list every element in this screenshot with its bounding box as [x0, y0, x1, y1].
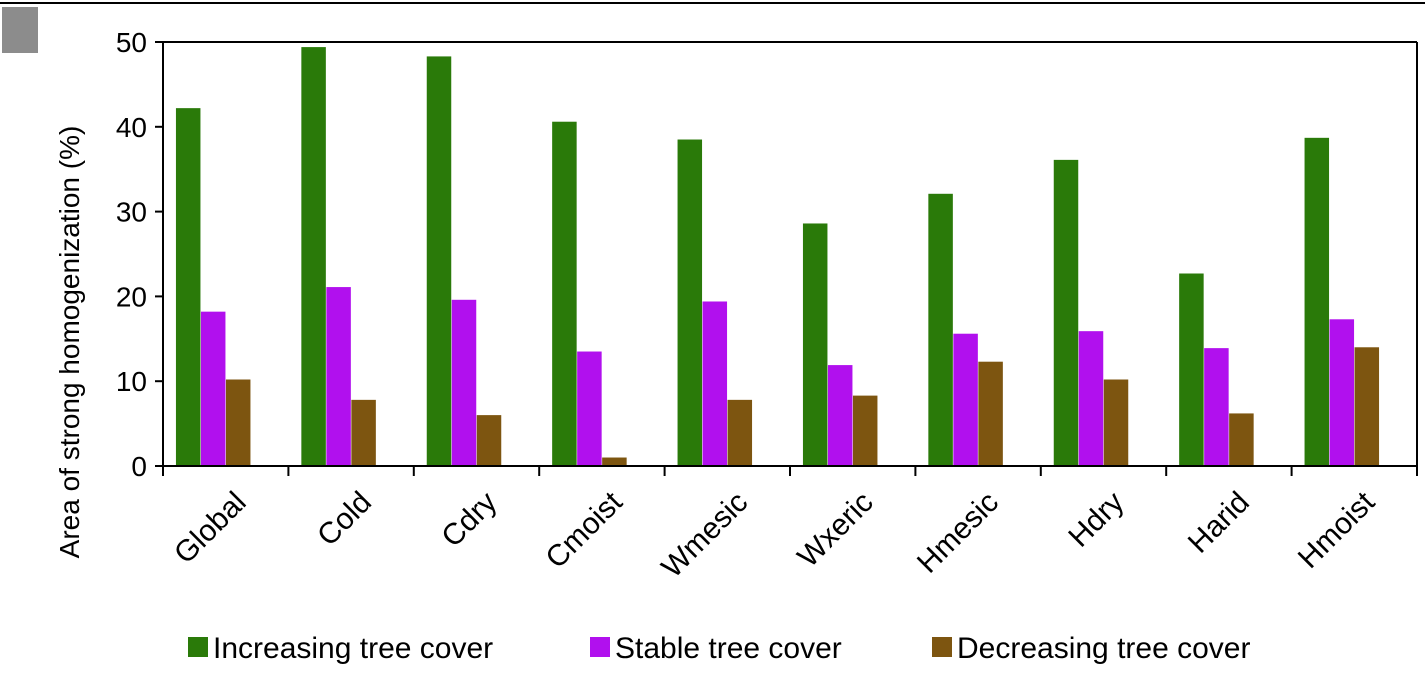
x-tick-label: Cmoist — [540, 485, 630, 575]
bar-hmoist-decreasing-tree-cover — [1354, 347, 1380, 466]
bar-wxeric-stable-tree-cover — [827, 365, 853, 466]
bar-hdry-decreasing-tree-cover — [1103, 379, 1129, 466]
x-tick-label: Cold — [311, 486, 378, 553]
bar-wmesic-increasing-tree-cover — [677, 139, 703, 466]
x-axis: Global Cold Cdry Cmoist Wmesic Wxeric Hmesic Hd… — [162, 465, 1418, 585]
bar-hmesic-decreasing-tree-cover — [978, 361, 1003, 466]
x-tick-label: Harid — [1182, 486, 1256, 560]
bar-cold-stable-tree-cover — [326, 287, 351, 466]
bar-harid-increasing-tree-cover — [1179, 273, 1204, 466]
bar-cold-decreasing-tree-cover — [351, 399, 376, 466]
x-tick-label: Hdry — [1062, 486, 1130, 554]
x-tick-label: Global — [168, 486, 253, 571]
legend-swatch — [932, 637, 952, 657]
y-tick-label: 30 — [116, 197, 147, 228]
plot-area — [163, 41, 1418, 467]
bar-wxeric-increasing-tree-cover — [802, 223, 828, 466]
bar-global-increasing-tree-cover — [175, 108, 201, 467]
bar-cmoist-decreasing-tree-cover — [602, 457, 627, 466]
bar-cdry-stable-tree-cover — [451, 299, 477, 466]
y-tick-label: 0 — [131, 451, 147, 482]
legend-swatch — [590, 637, 610, 657]
x-tick-label: Cdry — [435, 486, 503, 554]
bar-harid-stable-tree-cover — [1204, 348, 1229, 466]
bar-cdry-increasing-tree-cover — [426, 56, 452, 466]
bar-hmesic-increasing-tree-cover — [928, 193, 953, 467]
bar-hmesic-stable-tree-cover — [953, 333, 978, 466]
x-tick-label: Wxeric — [792, 486, 880, 574]
bar-wmesic-decreasing-tree-cover — [727, 399, 753, 466]
y-axis-title: Area of strong homogenization (%) — [54, 126, 85, 559]
bar-wmesic-stable-tree-cover — [702, 301, 728, 466]
legend-label: Decreasing tree cover — [957, 632, 1250, 665]
x-tick-label: Hmesic — [911, 486, 1005, 580]
y-tick-label: 10 — [116, 366, 147, 397]
bar-cmoist-increasing-tree-cover — [552, 121, 577, 466]
y-tick-label: 20 — [116, 281, 147, 312]
legend-label: Increasing tree cover — [213, 632, 493, 665]
x-tick-label: Hmoist — [1292, 485, 1382, 575]
bar-cmoist-stable-tree-cover — [577, 351, 602, 466]
bar-cdry-decreasing-tree-cover — [476, 415, 502, 466]
y-axis: 0 10 20 30 40 50 — [116, 27, 164, 482]
bar-hmoist-stable-tree-cover — [1329, 319, 1355, 466]
bar-hmoist-increasing-tree-cover — [1304, 137, 1330, 466]
y-tick-label: 40 — [116, 112, 147, 143]
bar-cold-increasing-tree-cover — [301, 47, 326, 466]
bar-wxeric-decreasing-tree-cover — [852, 395, 878, 466]
legend-swatch — [188, 637, 208, 657]
x-tick-label: Wmesic — [655, 486, 754, 585]
bar-harid-decreasing-tree-cover — [1229, 413, 1254, 466]
corner-mark — [2, 7, 38, 53]
bar-global-decreasing-tree-cover — [225, 379, 251, 466]
legend: Increasing tree cover Stable tree cover De… — [188, 632, 1250, 665]
bar-global-stable-tree-cover — [200, 311, 226, 466]
bar-hdry-increasing-tree-cover — [1053, 159, 1079, 466]
legend-label: Stable tree cover — [615, 632, 842, 665]
y-tick-label: 50 — [116, 27, 147, 58]
bar-hdry-stable-tree-cover — [1078, 331, 1104, 466]
